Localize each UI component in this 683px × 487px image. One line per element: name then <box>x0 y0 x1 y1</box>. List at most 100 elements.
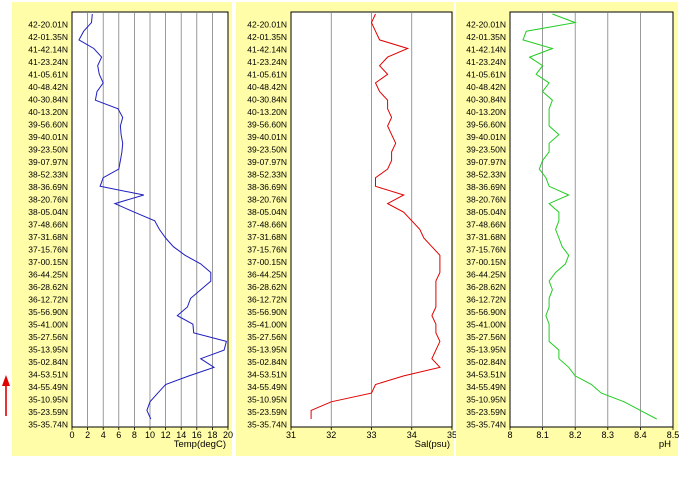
latitude-label: 39-40.01N <box>28 132 68 142</box>
latitude-label: 39-56.60N <box>466 120 506 130</box>
x-axis-label: pH <box>659 439 671 450</box>
x-tick-label: 6 <box>116 430 121 440</box>
latitude-label: 39-07.97N <box>247 157 287 167</box>
latitude-label: 41-05.61N <box>466 70 506 80</box>
x-tick-label: 14 <box>176 430 186 440</box>
profile-line <box>522 13 657 420</box>
x-tick-label: 16 <box>192 430 202 440</box>
latitude-label: 39-23.50N <box>247 145 287 155</box>
latitude-label: 39-56.60N <box>28 120 68 130</box>
x-tick-label: 8.5 <box>667 430 680 440</box>
chart-panel-3: 8 8.1 8.2 8.3 8.4 8.5pH 42-20.01N 42-01.35N 41-4… <box>456 2 679 456</box>
latitude-label: 35-02.84N <box>28 357 68 367</box>
latitude-label: 42-20.01N <box>466 20 506 30</box>
latitude-label: 35-56.90N <box>466 307 506 317</box>
latitude-label: 42-01.35N <box>28 32 68 42</box>
profile-line <box>310 13 441 419</box>
latitude-label: 36-44.25N <box>466 270 506 280</box>
latitude-label: 35-10.95N <box>247 395 287 405</box>
latitude-label: 36-12.72N <box>247 295 287 305</box>
latitude-label: 35-10.95N <box>466 395 506 405</box>
latitude-label: 34-53.51N <box>466 370 506 380</box>
latitude-label: 41-42.14N <box>28 45 68 55</box>
latitude-label: 38-36.69N <box>28 182 68 192</box>
x-tick-label: 4 <box>101 430 106 440</box>
latitude-label: 39-56.60N <box>247 120 287 130</box>
latitude-label: 34-53.51N <box>28 370 68 380</box>
latitude-label: 40-48.42N <box>28 82 68 92</box>
latitude-label: 35-13.95N <box>466 345 506 355</box>
x-tick-label: 8 <box>507 430 512 440</box>
latitude-label: 39-40.01N <box>466 132 506 142</box>
latitude-label: 36-28.62N <box>247 282 287 292</box>
latitude-label: 40-30.84N <box>28 95 68 105</box>
latitude-label: 42-01.35N <box>247 32 287 42</box>
latitude-label: 41-23.24N <box>28 57 68 67</box>
latitude-label: 37-48.66N <box>466 220 506 230</box>
x-tick-label: 0 <box>69 430 74 440</box>
latitude-label: 35-13.95N <box>247 345 287 355</box>
latitude-label: 38-36.69N <box>466 182 506 192</box>
latitude-label: 38-05.04N <box>466 207 506 217</box>
x-tick-label: 18 <box>207 430 217 440</box>
latitude-label: 39-40.01N <box>247 132 287 142</box>
latitude-label: 41-05.61N <box>247 70 287 80</box>
latitude-label: 40-30.84N <box>247 95 287 105</box>
latitude-label: 41-23.24N <box>466 57 506 67</box>
latitude-label: 37-00.15N <box>247 257 287 267</box>
direction-arrow-icon <box>2 375 10 416</box>
latitude-label: 35-35.74N <box>466 420 506 430</box>
x-tick-label: 12 <box>161 430 171 440</box>
latitude-label: 37-48.66N <box>28 220 68 230</box>
latitude-label: 42-20.01N <box>247 20 287 30</box>
plot-area <box>509 11 674 428</box>
latitude-label: 38-05.04N <box>28 207 68 217</box>
latitude-label: 39-07.97N <box>28 157 68 167</box>
latitude-label: 38-20.76N <box>247 195 287 205</box>
latitude-label: 41-05.61N <box>28 70 68 80</box>
latitude-label: 37-15.76N <box>28 245 68 255</box>
latitude-label: 38-20.76N <box>28 195 68 205</box>
latitude-label: 34-55.49N <box>28 382 68 392</box>
latitude-label: 41-23.24N <box>247 57 287 67</box>
latitude-label: 42-20.01N <box>28 20 68 30</box>
latitude-label: 37-15.76N <box>247 245 287 255</box>
latitude-label: 38-52.33N <box>247 170 287 180</box>
latitude-label: 35-23.59N <box>466 407 506 417</box>
x-tick-label: 8 <box>132 430 137 440</box>
latitude-label: 40-48.42N <box>466 82 506 92</box>
latitude-label: 40-48.42N <box>247 82 287 92</box>
latitude-label: 37-31.68N <box>28 232 68 242</box>
latitude-label: 37-00.15N <box>466 257 506 267</box>
x-tick-label: 34 <box>407 430 417 440</box>
latitude-label: 35-41.00N <box>28 320 68 330</box>
latitude-label: 35-35.74N <box>247 420 287 430</box>
x-tick-label: 33 <box>366 430 376 440</box>
latitude-label: 40-13.20N <box>247 107 287 117</box>
latitude-label: 34-55.49N <box>466 382 506 392</box>
latitude-label: 35-27.56N <box>247 332 287 342</box>
latitude-label: 38-52.33N <box>28 170 68 180</box>
latitude-label: 35-27.56N <box>466 332 506 342</box>
latitude-label: 36-12.72N <box>466 295 506 305</box>
latitude-label: 35-13.95N <box>28 345 68 355</box>
latitude-label: 40-13.20N <box>28 107 68 117</box>
x-tick-label: 35 <box>447 430 457 440</box>
latitude-label: 37-15.76N <box>466 245 506 255</box>
latitude-label: 41-42.14N <box>247 45 287 55</box>
latitude-label: 40-30.84N <box>466 95 506 105</box>
latitude-label: 39-23.50N <box>466 145 506 155</box>
latitude-label: 37-48.66N <box>247 220 287 230</box>
latitude-label: 36-28.62N <box>466 282 506 292</box>
x-tick-label: 8.4 <box>634 430 647 440</box>
latitude-label: 37-00.15N <box>28 257 68 267</box>
latitude-label: 36-44.25N <box>28 270 68 280</box>
latitude-label: 35-23.59N <box>247 407 287 417</box>
x-tick-label: 32 <box>326 430 336 440</box>
latitude-label: 36-12.72N <box>28 295 68 305</box>
latitude-label: 35-02.84N <box>466 357 506 367</box>
latitude-label: 35-56.90N <box>28 307 68 317</box>
